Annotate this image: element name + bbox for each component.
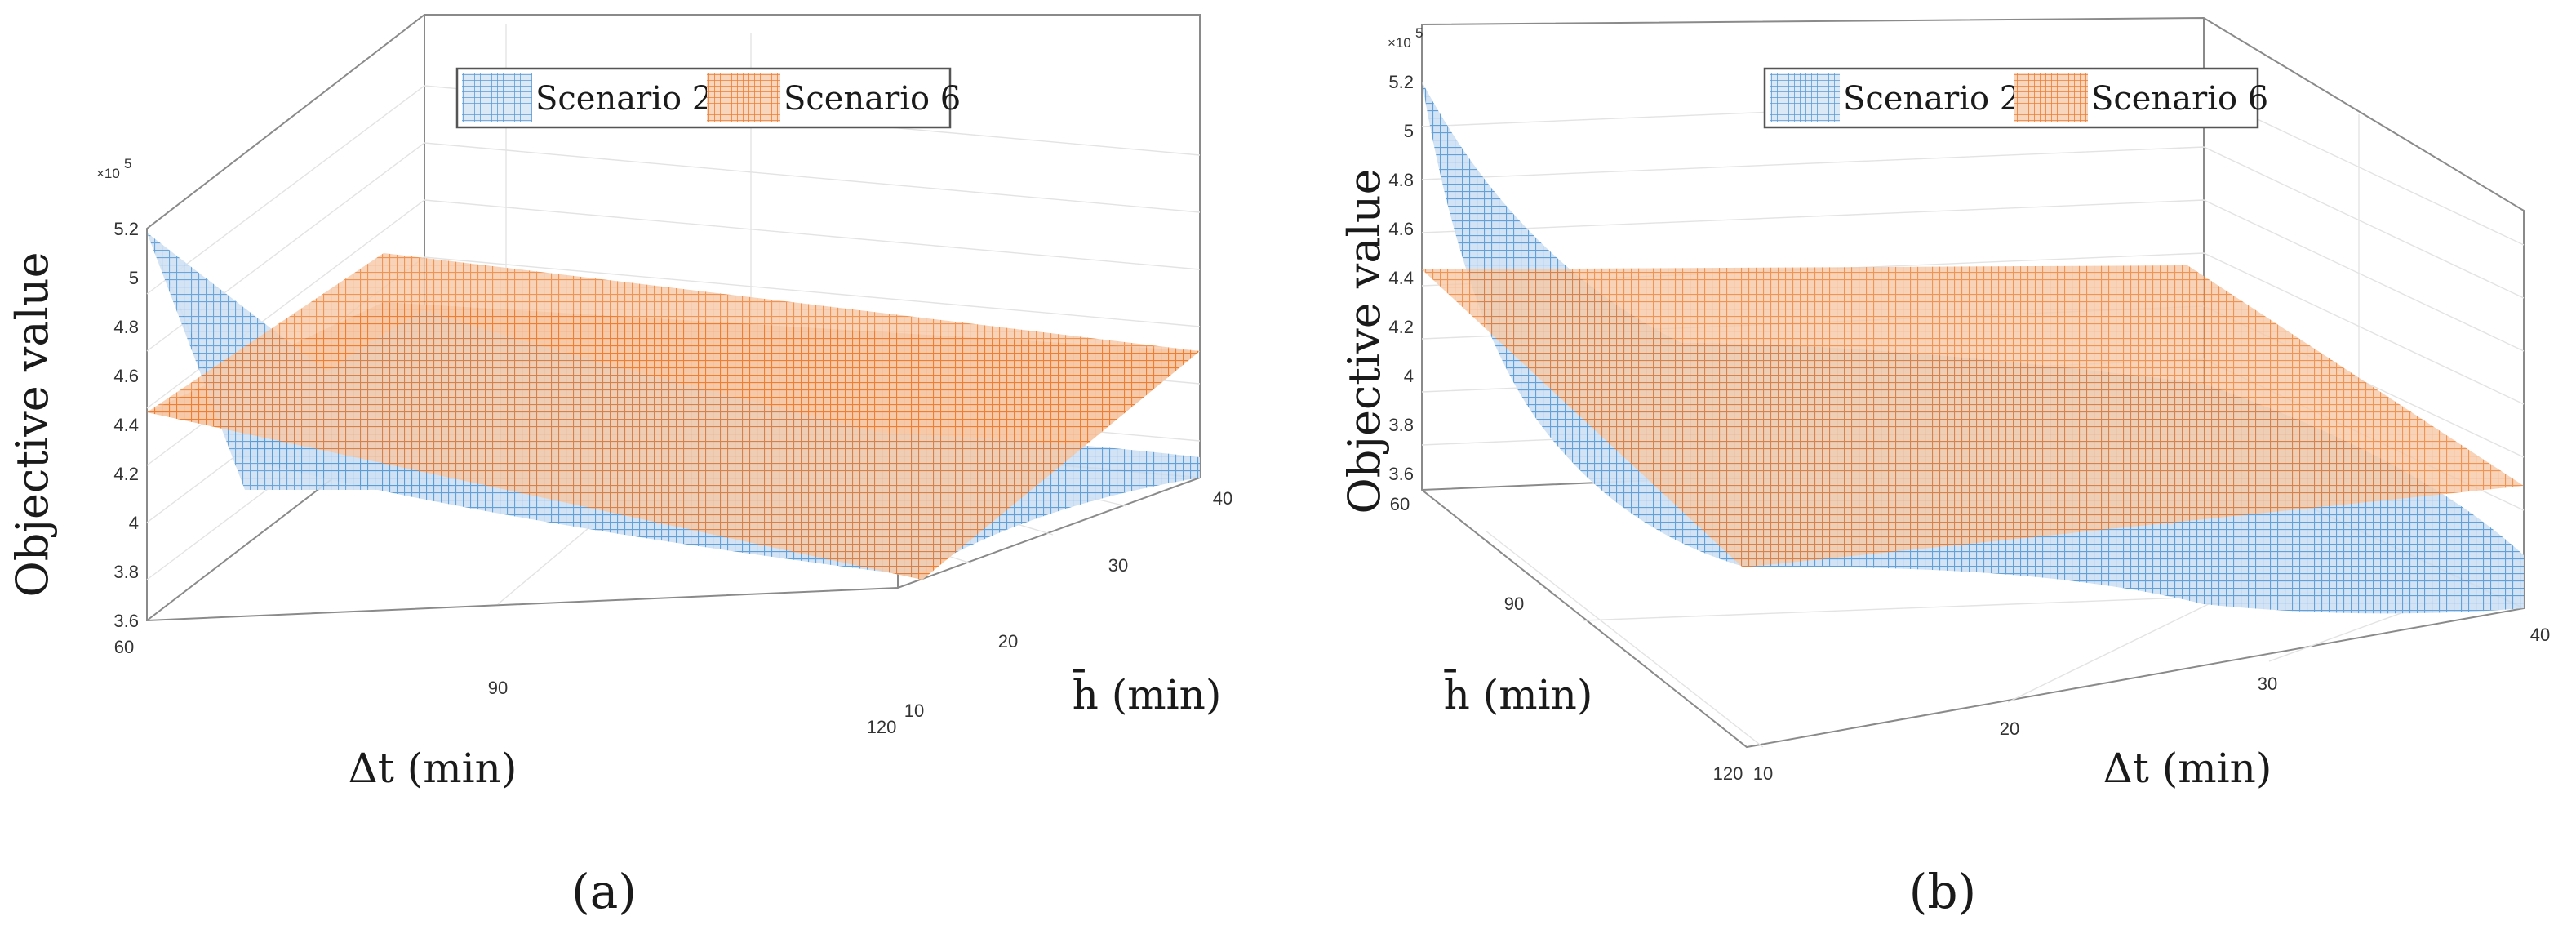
chart-a-x-tick: 60 (114, 637, 134, 657)
chart-b-x-tick: 10 (1753, 763, 1773, 784)
chart-a-z-tick: 4.6 (113, 366, 139, 386)
chart-b: ×10 5 5.2 5 4.8 4.6 4.4 4.2 4 3.8 3.6 Ob… (1339, 16, 2550, 919)
chart-b-y-tick: 120 (1713, 763, 1743, 784)
chart-b-z-tick: 5.2 (1388, 72, 1414, 92)
chart-a-legend-label-scenario-2: Scenario 2 (535, 80, 713, 118)
chart-b-legend-swatch-scenario-6 (2014, 73, 2088, 122)
chart-a: ×10 5 5.2 5 4.8 4.6 4.4 4.2 4 3.8 3.6 Ob… (7, 14, 1232, 919)
chart-a-z-axis-label: Objective value (7, 251, 58, 597)
chart-a-z-ticks: ×10 5 5.2 5 4.8 4.6 4.4 4.2 4 3.8 3.6 (96, 156, 139, 631)
chart-b-legend-label-scenario-6: Scenario 6 (2091, 80, 2268, 118)
chart-b-z-tick: 4.2 (1388, 317, 1414, 337)
chart-a-legend-label-scenario-6: Scenario 6 (784, 80, 961, 118)
chart-b-z-exponent-power: 5 (1415, 25, 1423, 41)
chart-a-legend: Scenario 2 Scenario 6 (455, 67, 961, 129)
chart-b-z-tick: 4 (1404, 366, 1414, 386)
chart-a-z-tick: 5.2 (113, 219, 139, 239)
chart-a-panel-label: (a) (571, 864, 637, 919)
chart-b-panel-label: (b) (1909, 864, 1976, 919)
chart-a-y-tick: 30 (1108, 555, 1128, 576)
chart-b-z-tick: 4.4 (1388, 268, 1414, 288)
chart-a-z-tick: 4.4 (113, 415, 139, 435)
chart-a-z-tick: 4 (129, 513, 139, 533)
chart-b-y-tick: 90 (1504, 594, 1524, 614)
chart-b-x-tick: 20 (2000, 718, 2019, 739)
chart-a-y-tick: 10 (904, 700, 924, 721)
chart-a-legend-swatch-scenario-6 (707, 73, 780, 122)
chart-a-z-tick: 4.2 (113, 464, 139, 484)
chart-a-x-tick: 90 (488, 678, 508, 698)
chart-a-x-tick: 120 (867, 717, 897, 737)
chart-b-x-tick: 40 (2530, 625, 2550, 645)
chart-b-legend-label-scenario-2: Scenario 2 (1843, 80, 2020, 118)
chart-b-y-tick: 60 (1390, 494, 1410, 514)
chart-b-x-tick: 30 (2258, 674, 2277, 694)
chart-a-z-tick: 3.6 (113, 611, 139, 631)
chart-b-surface-scenario-6 (1422, 265, 2524, 567)
chart-a-z-exponent-power: 5 (124, 156, 131, 171)
chart-a-surface-scenario-6 (147, 253, 1200, 580)
chart-b-z-tick: 5 (1404, 121, 1414, 141)
chart-a-z-tick: 3.8 (113, 562, 139, 582)
chart-a-y-axis-label: h̄ (min) (1073, 669, 1222, 718)
chart-b-z-exponent: ×10 (1388, 35, 1411, 51)
chart-b-legend-swatch-scenario-2 (1770, 73, 1840, 122)
chart-b-z-ticks: ×10 5 5.2 5 4.8 4.6 4.4 4.2 4 3.8 3.6 (1388, 25, 1423, 484)
chart-b-z-tick: 4.6 (1388, 219, 1414, 239)
chart-b-y-axis-label: h̄ (min) (1444, 669, 1593, 718)
chart-a-z-tick: 4.8 (113, 317, 139, 337)
chart-b-z-tick: 3.6 (1388, 464, 1414, 484)
chart-a-z-exponent: ×10 (96, 166, 120, 181)
chart-a-legend-swatch-scenario-2 (462, 73, 532, 122)
chart-b-z-tick: 4.8 (1388, 170, 1414, 190)
chart-b-x-axis-label: Δt (min) (2103, 745, 2272, 792)
chart-b-z-axis-label: Objective value (1339, 168, 1390, 514)
chart-a-z-tick: 5 (129, 268, 139, 288)
chart-a-y-tick: 20 (998, 631, 1018, 652)
chart-a-x-axis-label: Δt (min) (349, 745, 517, 792)
chart-a-y-tick: 40 (1213, 488, 1232, 509)
chart-b-legend: Scenario 2 Scenario 6 (1763, 67, 2268, 129)
chart-b-z-tick: 3.8 (1388, 415, 1414, 435)
